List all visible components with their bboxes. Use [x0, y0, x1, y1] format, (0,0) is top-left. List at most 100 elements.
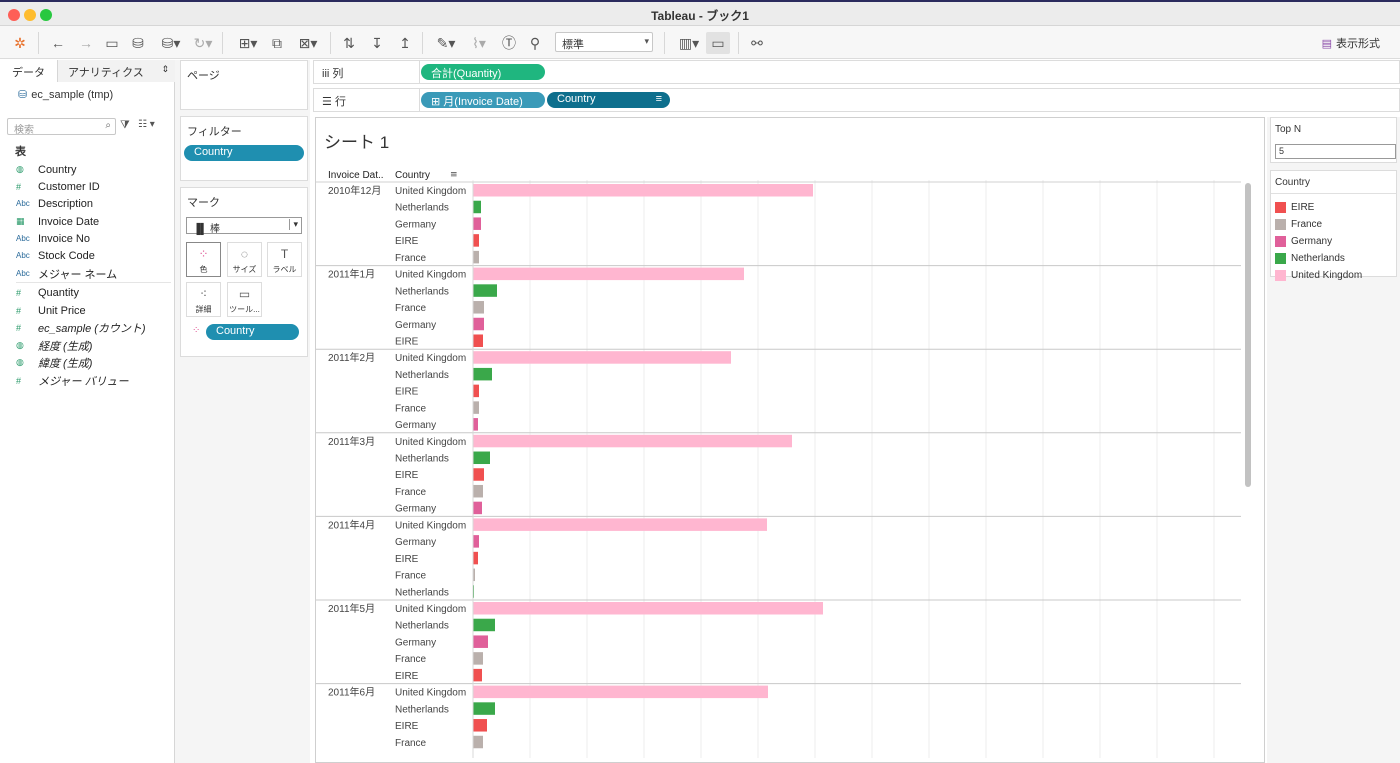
country-label: France [395, 571, 427, 582]
country-label: Netherlands [395, 203, 449, 214]
sheet-title: シート 1 [324, 133, 390, 152]
columns-label-text: 列 [332, 68, 344, 80]
legend-item[interactable]: Germany [1275, 234, 1332, 248]
sort-desc-icon[interactable]: ↥ [399, 34, 411, 51]
tab-analytics-label: アナリティクス [68, 67, 144, 79]
field-search-input[interactable]: 検索 ⌕ [7, 118, 116, 136]
field-item[interactable]: ▦ Invoice Date [16, 213, 99, 230]
country-label: Germany [395, 219, 436, 230]
mark-label-button[interactable]: T ラベル [267, 242, 302, 277]
field-item[interactable]: ◍ Country [16, 161, 77, 178]
month-label: 2011年1月 [328, 268, 375, 281]
mark-color-button[interactable]: ⁘ 色 [186, 242, 221, 277]
bar [473, 317, 484, 331]
filters-card[interactable]: フィルター Country [180, 116, 308, 181]
country-label: EIRE [395, 671, 419, 682]
rows-pill-month[interactable]: ⊞ 月(Invoice Date) [421, 92, 545, 108]
rows-label-text: 行 [334, 96, 346, 108]
country-label: Netherlands [395, 704, 449, 715]
month-label: 2010年12月 [328, 184, 381, 197]
columns-shelf[interactable]: iii 列 合計(Quantity) [313, 60, 1400, 84]
bar [473, 267, 744, 281]
share-icon[interactable]: ⚯ [751, 34, 763, 51]
refresh-icon[interactable]: ↻▾ [193, 34, 213, 51]
datasource-item[interactable]: ⛁ ec_sample (tmp) [18, 88, 113, 102]
bar [473, 635, 488, 648]
group-icon[interactable]: ⌇▾ [472, 34, 486, 51]
minimize-window-button[interactable] [24, 9, 36, 21]
size-icon: ◌ [240, 247, 249, 261]
new-datasource-icon[interactable]: ⛁ [132, 34, 144, 51]
filter-pill-country[interactable]: Country [184, 145, 304, 161]
globe-icon: ◍ [16, 357, 24, 367]
field-item[interactable]: # Customer ID [16, 178, 100, 195]
field-item[interactable]: # Quantity [16, 284, 79, 301]
country-label: France [395, 403, 427, 414]
mark-type-select[interactable]: ▐▌ 棒 ▾ [186, 217, 302, 235]
country-label: Germany [395, 420, 436, 431]
fit-select[interactable]: 標準 ▾ [555, 32, 653, 52]
mark-detail-button[interactable]: ⁖ 詳細 [186, 282, 221, 317]
close-window-button[interactable] [8, 9, 20, 21]
show-me-icon: ▤ [1321, 37, 1332, 50]
country-label: France [395, 253, 427, 264]
label-icon[interactable]: Ⓣ [502, 35, 516, 51]
rows-pill-country[interactable]: Country ≡ [547, 92, 670, 108]
country-label: United Kingdom [395, 520, 466, 531]
view-options-icon[interactable]: ☷ ▾ [138, 119, 155, 130]
rows-shelf-label: ☰ 行 [314, 89, 420, 111]
topn-parameter-card: Top N 5 [1270, 117, 1397, 163]
field-label: Country [38, 163, 77, 176]
swap-icon[interactable]: ⇅ [343, 34, 355, 51]
month-label: 2011年6月 [328, 686, 375, 699]
back-icon[interactable]: ← [51, 35, 65, 51]
field-item[interactable]: # ec_sample (カウント) [16, 319, 146, 336]
bar-chart[interactable]: Invoice Dat.. Country ≡ 2010年12月 United King… [316, 118, 1264, 762]
zoom-window-button[interactable] [40, 9, 52, 21]
marks-pill-country[interactable]: Country [206, 324, 299, 340]
columns-icon: iii [322, 68, 330, 80]
field-label: ec_sample (カウント) [38, 322, 146, 335]
field-item[interactable]: Abc Invoice No [16, 230, 90, 247]
field-item[interactable]: # Unit Price [16, 302, 86, 319]
legend-item[interactable]: EIRE [1275, 200, 1314, 214]
field-item[interactable]: ◍ 経度 (生成) [16, 337, 92, 354]
show-me-label: 表示形式 [1336, 38, 1380, 50]
clear-sheet-icon[interactable]: ⊠▾ [298, 34, 318, 51]
topn-input[interactable]: 5 [1275, 144, 1396, 159]
save-icon[interactable]: ▭ [105, 34, 119, 51]
legend-swatch [1275, 218, 1286, 230]
vertical-scrollbar[interactable] [1245, 183, 1251, 487]
mark-size-button[interactable]: ◌ サイズ [227, 242, 262, 277]
pin-icon[interactable]: ⚲ [529, 34, 541, 51]
bar [473, 401, 479, 414]
field-item[interactable]: Abc メジャー ネーム [16, 265, 117, 282]
presentation-mode-icon[interactable]: ▭ [706, 32, 730, 54]
field-item[interactable]: ◍ 緯度 (生成) [16, 354, 92, 371]
legend-item[interactable]: United Kingdom [1275, 268, 1362, 282]
field-item[interactable]: Abc Stock Code [16, 247, 95, 264]
bar [473, 685, 768, 699]
field-item[interactable]: Abc Description [16, 195, 93, 212]
rows-shelf[interactable]: ☰ 行 ⊞ 月(Invoice Date) Country ≡ [313, 88, 1400, 112]
highlight-icon[interactable]: ✎▾ [436, 34, 456, 51]
pause-updates-icon[interactable]: ⛁▾ [161, 34, 181, 51]
tab-analytics[interactable]: アナリティクス ⇕ [58, 60, 175, 82]
country-label: Netherlands [395, 621, 449, 632]
filter-icon[interactable]: ⧩ [120, 119, 130, 131]
forward-icon[interactable]: → [79, 35, 93, 51]
legend-label: Netherlands [1291, 252, 1345, 264]
tab-data[interactable]: データ [0, 60, 58, 82]
mark-tooltip-button[interactable]: ▭ ツール... [227, 282, 262, 317]
sort-asc-icon[interactable]: ↧ [371, 34, 383, 51]
duplicate-sheet-icon[interactable]: ⧉ [272, 34, 282, 51]
pages-card[interactable]: ページ [180, 60, 308, 110]
field-item[interactable]: # メジャー バリュー [16, 372, 129, 389]
legend-item[interactable]: France [1275, 217, 1322, 231]
legend-item[interactable]: Netherlands [1275, 251, 1345, 265]
show-me-button[interactable]: ▤ 表示形式 [1322, 35, 1380, 51]
columns-pill-quantity[interactable]: 合計(Quantity) [421, 64, 545, 80]
tableau-logo-icon[interactable]: ✲ [14, 34, 26, 51]
show-cards-icon[interactable]: ▥▾ [678, 34, 700, 51]
new-sheet-icon[interactable]: ⊞▾ [238, 34, 258, 51]
